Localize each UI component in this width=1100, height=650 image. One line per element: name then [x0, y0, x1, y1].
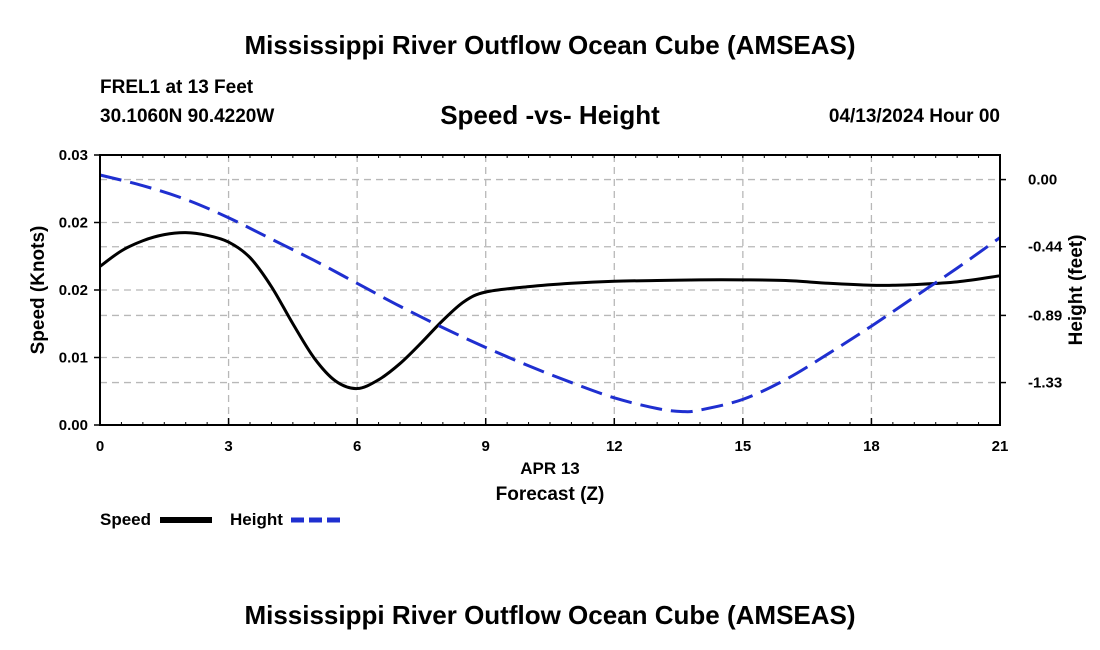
axis-labels: APR 13 Forecast (Z) Speed (Knots) Height…: [28, 226, 1087, 505]
y-left-tick-label: 0.02: [59, 282, 88, 299]
x-axis-date-label: APR 13: [520, 459, 580, 478]
y-left-tick-label: 0.02: [59, 215, 88, 232]
axis-ticks: 0 3 6 9 12 15 18 21 0.00 0.01 0.02 0.02 0.03 0.00 -0.4…: [59, 147, 1063, 455]
x-axis-title: Forecast (Z): [496, 484, 605, 505]
x-tick-label: 0: [96, 438, 104, 455]
height-series-line: [99, 173, 1001, 414]
y-right-tick-label: 0.00: [1028, 172, 1057, 189]
y-right-tick-label: -0.89: [1028, 307, 1062, 324]
legend-speed-label: Speed: [100, 510, 151, 529]
y-axis-right-title: Height (feet): [1066, 235, 1087, 346]
x-tick-label: 9: [482, 438, 490, 455]
grid-lines: [99, 155, 1001, 425]
repeated-chart-title: Mississippi River Outflow Ocean Cube (AM…: [244, 600, 856, 630]
y-left-tick-label: 0.03: [59, 147, 88, 164]
speed-series-line: [99, 231, 1001, 391]
chart-subtitle: Speed -vs- Height: [440, 100, 660, 130]
x-tick-label: 18: [863, 438, 880, 455]
y-left-tick-label: 0.00: [59, 417, 88, 434]
station-coordinates: 30.1060N 90.4220W: [100, 106, 275, 127]
x-tick-label: 12: [606, 438, 623, 455]
series-lines: [99, 173, 1001, 414]
station-label: FREL1 at 13 Feet: [100, 77, 254, 98]
y-right-tick-label: -1.33: [1028, 375, 1062, 392]
legend-height-label: Height: [230, 510, 283, 529]
x-tick-label: 15: [735, 438, 752, 455]
y-left-tick-label: 0.01: [59, 350, 88, 367]
chart-legend: Speed Height: [100, 510, 343, 529]
x-tick-label: 21: [992, 438, 1009, 455]
x-tick-label: 6: [353, 438, 361, 455]
y-axis-left-title: Speed (Knots): [28, 226, 49, 355]
forecast-datetime: 04/13/2024 Hour 00: [828, 106, 1000, 127]
y-right-tick-label: -0.44: [1028, 239, 1063, 256]
x-tick-label: 3: [224, 438, 232, 455]
chart-title: Mississippi River Outflow Ocean Cube (AM…: [244, 30, 856, 60]
